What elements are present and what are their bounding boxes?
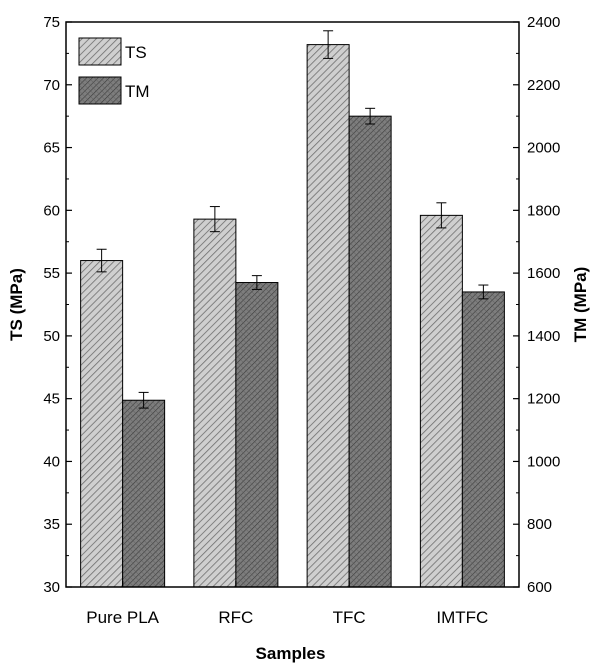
left-tick-label: 50	[43, 328, 60, 345]
right-tick-label: 1000	[527, 453, 560, 470]
bar-tm	[122, 399, 166, 588]
x-axis-ticks: Pure PLA RFC TFC IMTFC	[86, 581, 488, 627]
left-tick-label: 60	[43, 202, 60, 219]
x-category-label: Pure PLA	[86, 608, 159, 627]
right-tick-label: 2000	[527, 140, 560, 157]
right-axis-ticks: 600 800 1000 1200 1400 1600 1800 2000 2200 2400	[513, 14, 560, 596]
right-tick-label: 600	[527, 579, 552, 596]
right-tick-label: 2400	[527, 14, 560, 31]
left-y-axis-title: TS (MPa)	[7, 268, 26, 341]
left-tick-label: 45	[43, 391, 60, 408]
bar-ts	[419, 214, 463, 588]
x-axis-title: Samples	[256, 644, 326, 663]
bar-tm	[348, 115, 392, 588]
left-tick-label: 75	[43, 14, 60, 31]
right-tick-label: 1600	[527, 265, 560, 282]
left-tick-label: 55	[43, 265, 60, 282]
error-bars-layer	[96, 30, 489, 409]
x-category-label: RFC	[218, 608, 253, 627]
legend-label-ts: TS	[125, 43, 147, 62]
right-tick-label: 800	[527, 516, 552, 533]
legend: TS TM	[78, 37, 150, 105]
bar-tm	[235, 282, 279, 588]
x-category-label: IMTFC	[436, 608, 488, 627]
right-y-axis-title: TM (MPa)	[571, 267, 590, 343]
bar-ts	[306, 44, 350, 588]
right-tick-label: 1800	[527, 202, 560, 219]
legend-swatch-tm	[78, 76, 122, 105]
x-category-label: TFC	[333, 608, 366, 627]
right-tick-label: 1400	[527, 328, 560, 345]
bar-tm	[461, 291, 505, 588]
left-tick-label: 65	[43, 140, 60, 157]
bars-layer	[80, 44, 505, 588]
right-tick-label: 1200	[527, 391, 560, 408]
right-tick-label: 2200	[527, 77, 560, 94]
left-tick-label: 70	[43, 77, 60, 94]
legend-label-tm: TM	[125, 82, 150, 101]
left-tick-label: 30	[43, 579, 60, 596]
left-tick-label: 35	[43, 516, 60, 533]
left-axis-ticks: 30 35 40 45 50 55 60 65 70 75	[43, 14, 72, 596]
legend-swatch-ts	[78, 37, 122, 66]
bar-ts	[193, 218, 237, 588]
bar-ts	[80, 260, 124, 588]
left-tick-label: 40	[43, 453, 60, 470]
